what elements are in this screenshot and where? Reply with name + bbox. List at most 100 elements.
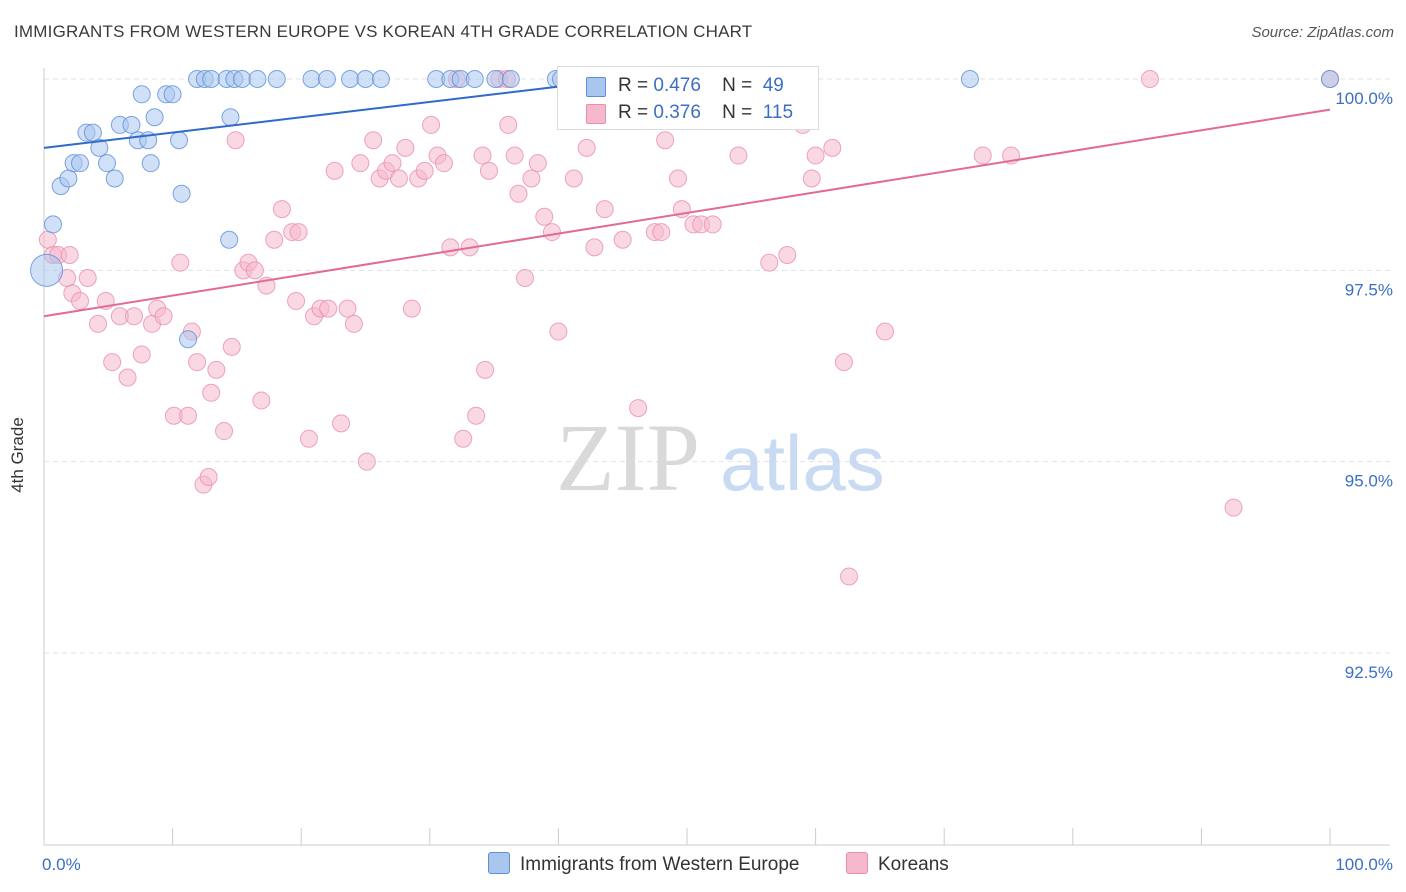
watermark-atlas: atlas [720,419,885,507]
pink-point [199,467,218,486]
blue-point [163,85,182,104]
pink-swatch [586,104,606,124]
blue-point [170,131,189,150]
blue-point [267,70,286,88]
blue-point [356,70,375,88]
n-label: N = [722,102,753,123]
blue-point [90,138,109,157]
pink-point [78,268,97,287]
pink-point [125,307,144,326]
blue-swatch [586,77,606,97]
pink-point [188,353,207,372]
pink-point [509,184,528,203]
blue-point [44,215,63,234]
pink-point [549,322,568,341]
legend-item-western-europe[interactable]: Immigrants from Western Europe [488,852,799,876]
blue-point [132,85,151,104]
blue-point [233,70,252,88]
pink-point [265,230,284,249]
pink-point [287,291,306,310]
blue-point [172,184,191,203]
y-tick-label: 97.5% [1345,280,1393,299]
pink-point [222,337,241,356]
pink-point [357,452,376,471]
n-label: N = [722,75,753,96]
pink-point [522,169,541,188]
blue-point [501,70,520,88]
pink-point [542,223,561,242]
watermark-zip: ZIP [556,404,700,511]
pink-point [351,154,370,173]
pink-point [1224,498,1243,517]
blue-point [83,123,102,142]
r-label: R = [618,75,649,96]
blue-point [1321,70,1339,88]
r-value: 0.376 [653,102,701,123]
r-value: 0.476 [653,75,701,96]
pink-point [467,406,486,425]
pink-point [802,169,821,188]
pink-point [252,391,271,410]
pink-point [876,322,895,341]
pink-point [60,246,79,265]
pink-point [299,429,318,448]
blue-point [98,154,117,173]
pink-point [389,169,408,188]
pink-point [778,246,797,265]
pink-point [272,200,291,219]
pink-point [132,345,151,364]
legend-stats-koreans: R = 0.376 N = 115 [618,102,793,124]
blue-point [371,70,390,88]
r-label: R = [618,102,649,123]
pink-point [499,115,518,134]
pink-point [202,383,221,402]
blue-point [302,70,321,88]
pink-point [226,131,245,150]
pink-point [840,567,859,586]
pink-point [422,115,441,134]
blue-point [221,108,240,127]
pink-point [207,360,226,379]
pink-point [325,161,344,180]
pink-point [729,146,748,165]
pink-point [38,230,57,249]
pink-point [806,146,825,165]
blue-point [71,154,90,173]
pink-point [289,223,308,242]
pink-point [473,146,492,165]
blue-point [59,169,78,188]
trend-line-koreans [43,108,1331,318]
pink-point [564,169,583,188]
pink-point [479,161,498,180]
pink-point [668,169,687,188]
stats-legend: R = 0.476 N = 49 R = 0.376 N = 115 [557,66,819,130]
pink-point [118,368,137,387]
pink-point [834,353,853,372]
chart-title: IMMIGRANTS FROM WESTERN EUROPE VS KOREAN… [14,22,753,41]
legend-label: Koreans [878,854,949,875]
pink-point [760,253,779,272]
pink-point [577,138,596,157]
blue-point [960,70,979,88]
blue-point [465,70,484,88]
pink-point [595,200,614,219]
blue-point [486,70,505,88]
pink-point [515,268,534,287]
pink-point [154,307,173,326]
legend-item-koreans[interactable]: Koreans [846,852,949,876]
pink-point [613,230,632,249]
blue-point [122,115,141,134]
pink-point [415,161,434,180]
pink-point [505,146,524,165]
x-tick-label-min: 0.0% [42,855,81,874]
pink-point [441,238,460,257]
pink-point [89,314,108,333]
pink-point [332,414,351,433]
source-label: Source: ZipAtlas.com [1251,24,1394,41]
blue-point [141,154,160,173]
pink-point [703,215,722,234]
pink-point [215,422,234,441]
pink-point [245,261,264,280]
n-value: 115 [762,102,794,123]
